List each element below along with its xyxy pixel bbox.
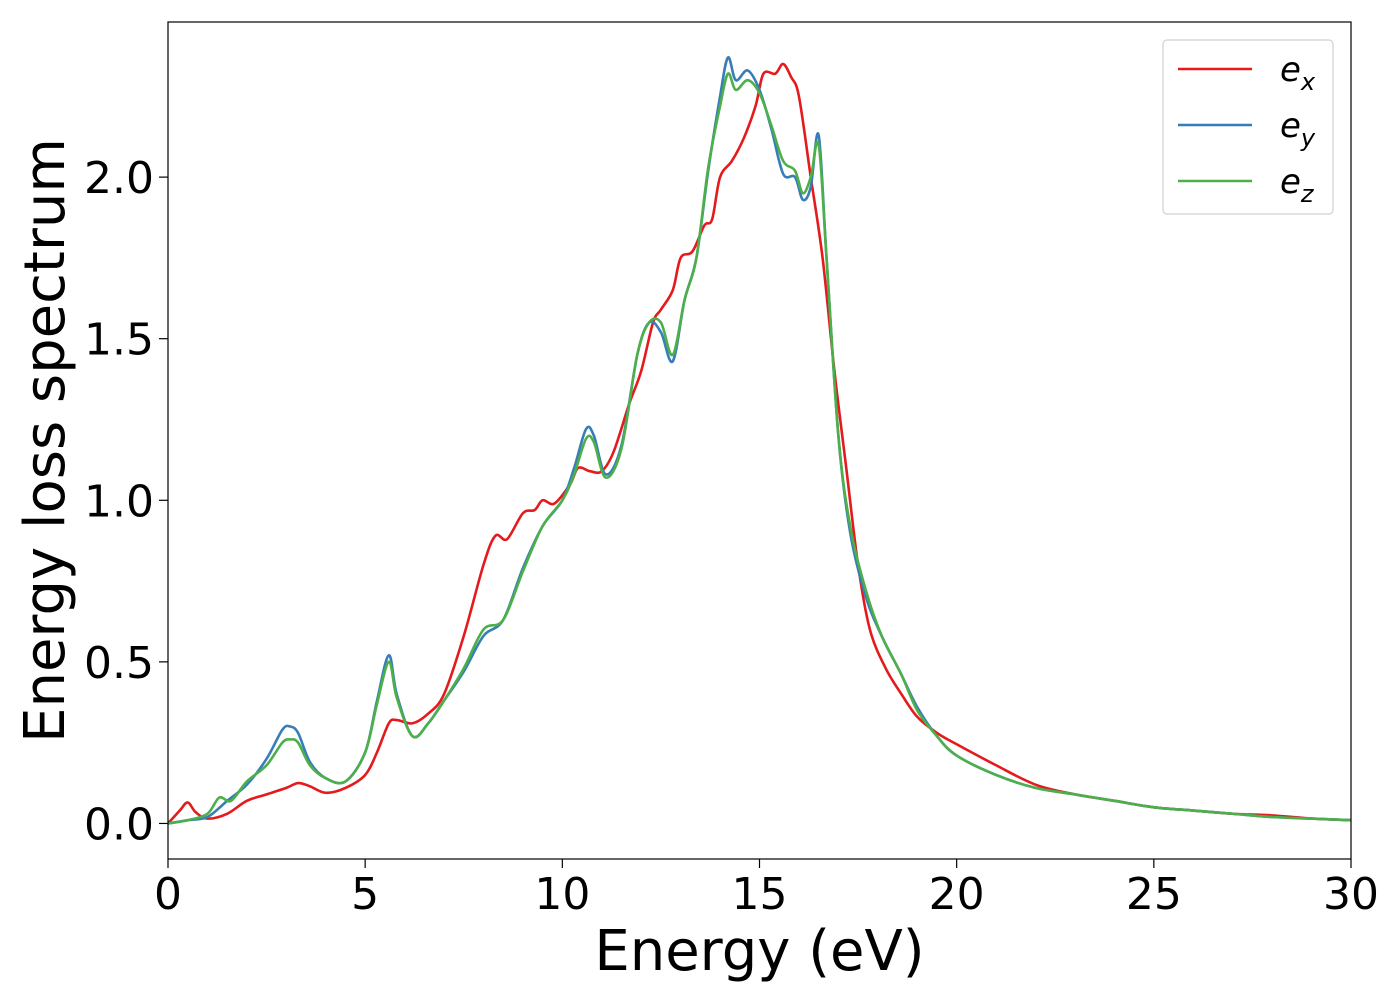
y-tick-label: 2.0	[84, 153, 154, 204]
x-tick-label: 5	[351, 869, 379, 920]
x-axis-title: Energy (eV)	[594, 919, 924, 984]
y-tick-label: 0.5	[84, 638, 154, 689]
y-tick-label: 0.0	[84, 799, 154, 850]
x-tick-label: 10	[534, 869, 590, 920]
legend-label-x: ex	[1280, 50, 1316, 96]
legend-box	[1162, 39, 1334, 215]
x-tick-label: 25	[1126, 869, 1182, 920]
x-tick-label: 20	[929, 869, 985, 920]
plot-lines	[168, 56, 1351, 825]
x-axis-ticks: 0 5 10 15 20 25 30	[154, 859, 1379, 920]
legend: ex ey ez	[1162, 39, 1334, 215]
y-tick-label: 1.5	[84, 315, 154, 366]
x-tick-label: 15	[732, 869, 788, 920]
x-tick-label: 30	[1323, 869, 1379, 920]
y-tick-label: 1.0	[84, 476, 154, 527]
series-line-x	[168, 62, 1351, 825]
series-line-z	[168, 72, 1351, 825]
x-tick-label: 0	[154, 869, 182, 920]
y-axis-ticks: 0.0 0.5 1.0 1.5 2.0	[84, 153, 168, 850]
legend-label-y: ey	[1280, 106, 1316, 152]
y-axis-title: Energy loss spectrum	[13, 138, 78, 743]
legend-label-z: ez	[1280, 162, 1315, 208]
